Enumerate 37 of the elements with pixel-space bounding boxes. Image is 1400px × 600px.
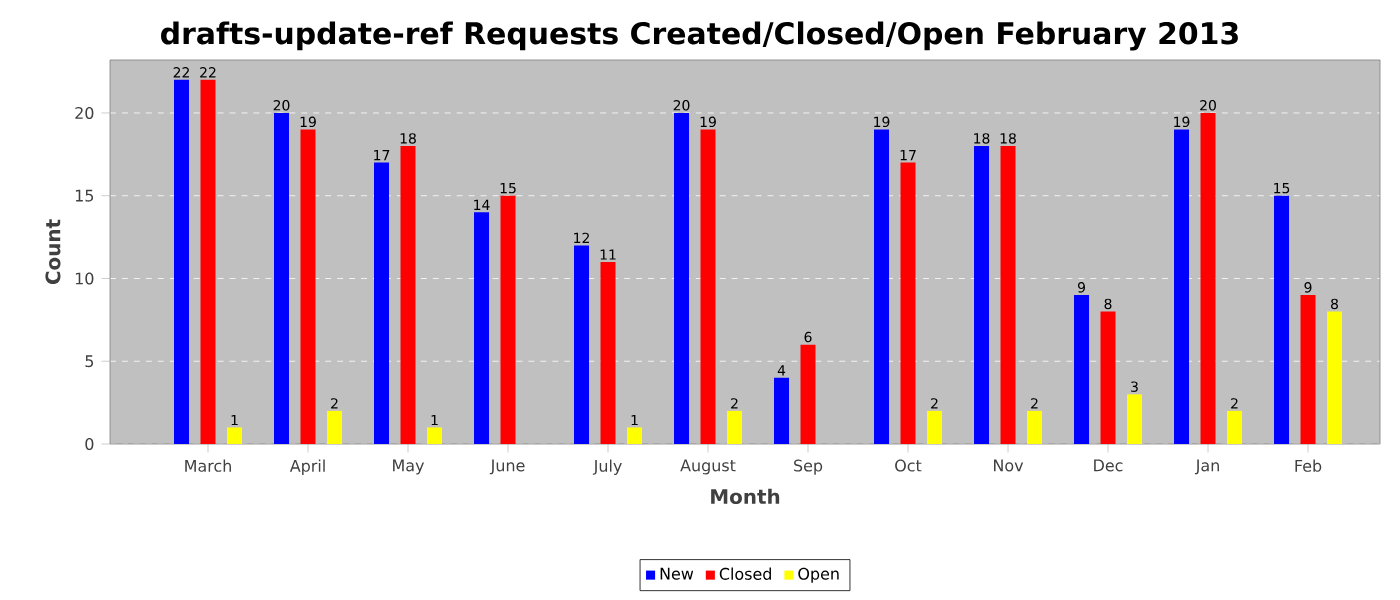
bar (674, 112, 690, 444)
bar (474, 212, 490, 444)
bar (1074, 295, 1090, 444)
bar (574, 245, 590, 444)
bar (500, 195, 516, 444)
bar (600, 261, 616, 444)
bar (327, 410, 342, 444)
bar (627, 427, 643, 444)
bar (1274, 195, 1290, 444)
bar (227, 427, 242, 444)
bar (274, 112, 289, 444)
bar (174, 79, 189, 444)
bar (927, 410, 943, 444)
chart-title: drafts-update-ref Requests Created/Closed/Open February 2013 (161, 21, 1238, 51)
bar (874, 129, 890, 444)
x-axis-title: Month (711, 488, 780, 505)
bar (700, 129, 716, 444)
bar (974, 146, 990, 444)
bar (774, 377, 790, 444)
bar (1300, 295, 1316, 444)
bar (1174, 129, 1190, 444)
bar (400, 146, 416, 444)
bar (800, 344, 816, 444)
bar (727, 410, 743, 444)
bar (1000, 146, 1016, 444)
bar (1100, 311, 1116, 444)
y-axis-title: Count (45, 219, 61, 285)
bar (1127, 394, 1143, 444)
bar (374, 162, 389, 444)
bar (1227, 410, 1243, 444)
bar (1200, 112, 1216, 444)
bar (1327, 311, 1343, 444)
bar (200, 79, 216, 444)
bar (300, 129, 316, 444)
bar (900, 162, 916, 444)
bar (427, 427, 443, 444)
bar (1027, 410, 1043, 444)
